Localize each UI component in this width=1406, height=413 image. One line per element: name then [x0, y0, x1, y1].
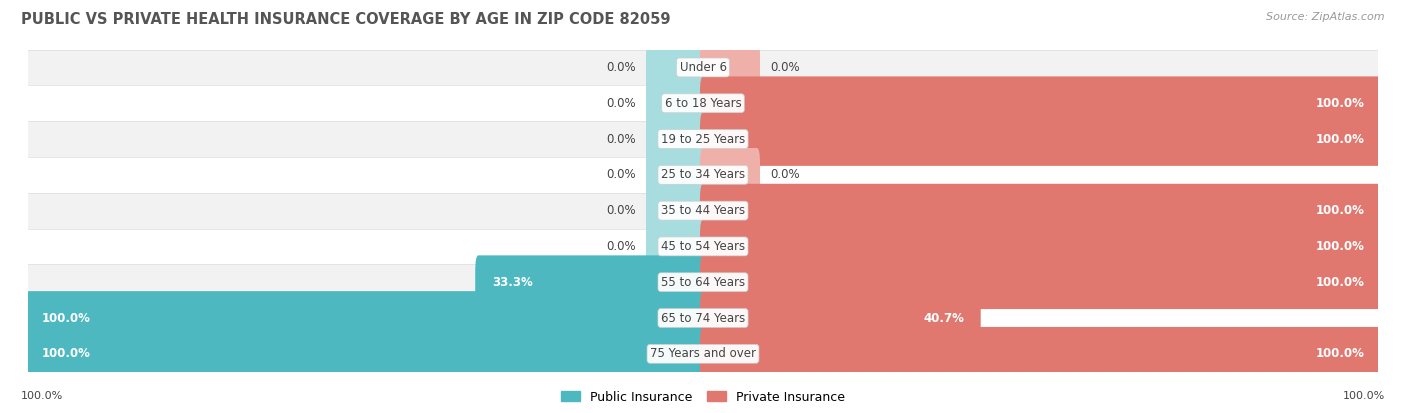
FancyBboxPatch shape [645, 148, 706, 202]
Text: 100.0%: 100.0% [1316, 133, 1364, 145]
Bar [28, 85, 1378, 121]
Text: 0.0%: 0.0% [606, 169, 636, 181]
Text: 0.0%: 0.0% [770, 61, 800, 74]
FancyBboxPatch shape [645, 184, 706, 237]
Text: 45 to 54 Years: 45 to 54 Years [661, 240, 745, 253]
Text: 55 to 64 Years: 55 to 64 Years [661, 276, 745, 289]
FancyBboxPatch shape [700, 112, 1381, 166]
Text: 0.0%: 0.0% [606, 204, 636, 217]
Text: 100.0%: 100.0% [1316, 97, 1364, 110]
Bar [28, 157, 1378, 193]
FancyBboxPatch shape [475, 255, 706, 309]
FancyBboxPatch shape [645, 220, 706, 273]
Text: 75 Years and over: 75 Years and over [650, 347, 756, 360]
Bar [28, 336, 1378, 372]
Bar [28, 50, 1378, 85]
FancyBboxPatch shape [645, 112, 706, 166]
FancyBboxPatch shape [645, 40, 706, 94]
FancyBboxPatch shape [700, 184, 1381, 237]
Text: 100.0%: 100.0% [1316, 204, 1364, 217]
FancyBboxPatch shape [700, 76, 1381, 130]
Text: 100.0%: 100.0% [1316, 276, 1364, 289]
Text: 0.0%: 0.0% [606, 97, 636, 110]
FancyBboxPatch shape [700, 327, 1381, 381]
FancyBboxPatch shape [700, 40, 761, 94]
FancyBboxPatch shape [700, 255, 1381, 309]
Bar [28, 264, 1378, 300]
Bar [28, 228, 1378, 264]
Text: 0.0%: 0.0% [770, 169, 800, 181]
Text: 100.0%: 100.0% [1316, 240, 1364, 253]
Text: 100.0%: 100.0% [42, 347, 90, 360]
Text: 33.3%: 33.3% [492, 276, 533, 289]
Bar [28, 193, 1378, 228]
Text: 100.0%: 100.0% [21, 392, 63, 401]
Text: Under 6: Under 6 [679, 61, 727, 74]
Bar [28, 121, 1378, 157]
FancyBboxPatch shape [645, 76, 706, 130]
Text: 40.7%: 40.7% [924, 311, 965, 325]
Text: 100.0%: 100.0% [1343, 392, 1385, 401]
FancyBboxPatch shape [700, 291, 981, 345]
Text: Source: ZipAtlas.com: Source: ZipAtlas.com [1267, 12, 1385, 22]
Text: 0.0%: 0.0% [606, 240, 636, 253]
Text: 19 to 25 Years: 19 to 25 Years [661, 133, 745, 145]
Legend: Public Insurance, Private Insurance: Public Insurance, Private Insurance [557, 387, 849, 407]
Text: PUBLIC VS PRIVATE HEALTH INSURANCE COVERAGE BY AGE IN ZIP CODE 82059: PUBLIC VS PRIVATE HEALTH INSURANCE COVER… [21, 12, 671, 27]
Text: 0.0%: 0.0% [606, 61, 636, 74]
Text: 6 to 18 Years: 6 to 18 Years [665, 97, 741, 110]
FancyBboxPatch shape [700, 148, 761, 202]
FancyBboxPatch shape [700, 220, 1381, 273]
Bar [28, 300, 1378, 336]
FancyBboxPatch shape [25, 291, 706, 345]
Text: 100.0%: 100.0% [42, 311, 90, 325]
Text: 35 to 44 Years: 35 to 44 Years [661, 204, 745, 217]
Text: 100.0%: 100.0% [1316, 347, 1364, 360]
Text: 0.0%: 0.0% [606, 133, 636, 145]
Text: 65 to 74 Years: 65 to 74 Years [661, 311, 745, 325]
Text: 25 to 34 Years: 25 to 34 Years [661, 169, 745, 181]
FancyBboxPatch shape [25, 327, 706, 381]
